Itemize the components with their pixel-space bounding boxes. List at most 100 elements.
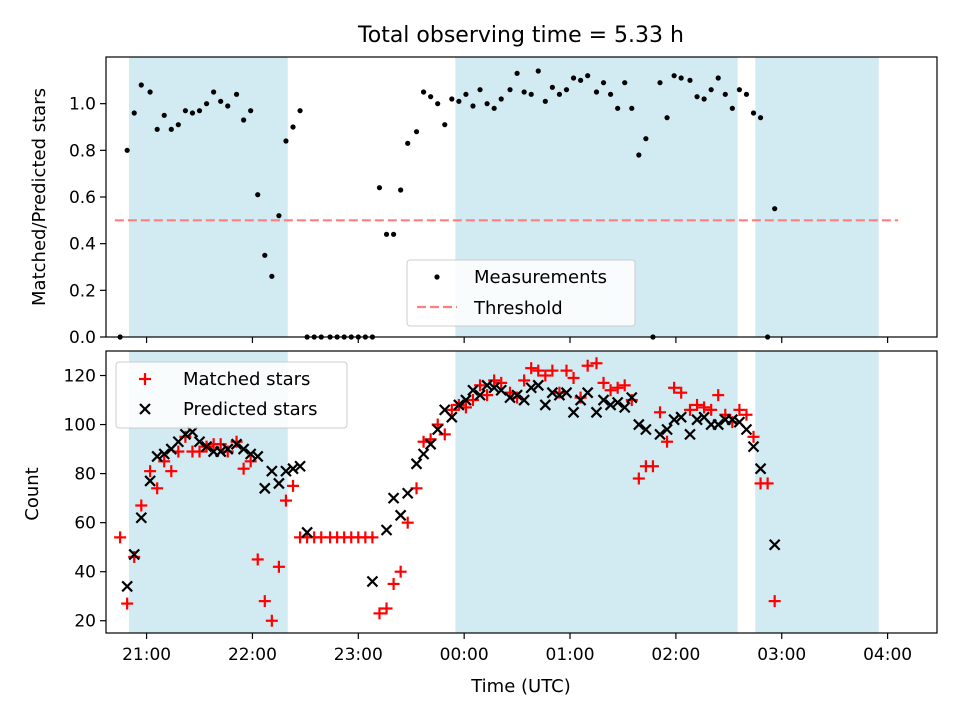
predicted-star-marker: [121, 580, 133, 593]
predicted-star-marker: [158, 448, 171, 460]
matched-star-marker: [272, 560, 285, 573]
predicted-star-marker: [128, 548, 141, 561]
legend-label-threshold: Threshold: [473, 298, 563, 319]
measurement-point: [442, 122, 448, 128]
predicted-star-marker: [251, 450, 264, 463]
predicted-star-marker: [237, 443, 250, 455]
measurement-point: [211, 89, 217, 95]
measurement-point: [218, 98, 224, 104]
predicted-star-marker: [387, 492, 400, 504]
count-y-tick-label: 20: [74, 612, 96, 632]
matched-star-marker: [683, 403, 696, 416]
predicted-star-marker: [618, 401, 631, 414]
predicted-star-marker: [244, 448, 257, 460]
measurement-point: [528, 91, 534, 97]
measurement-point: [570, 75, 577, 81]
matched-star-marker: [604, 384, 617, 397]
predicted-star-marker: [431, 423, 444, 436]
matched-star-marker: [518, 374, 531, 387]
measurement-point: [477, 87, 483, 93]
measurement-point: [549, 84, 555, 90]
matched-star-marker: [632, 472, 645, 485]
matched-star-marker: [445, 403, 458, 416]
matched-star-marker: [481, 389, 494, 402]
measurement-point: [413, 129, 420, 135]
matched-star-marker: [546, 364, 559, 377]
predicted-star-marker: [200, 440, 213, 453]
matched-star-marker: [712, 389, 725, 402]
ratio-y-tick-label: 0.4: [69, 235, 96, 255]
predicted-star-marker: [193, 435, 206, 448]
predicted-star-marker: [380, 524, 393, 536]
matched-star-marker: [380, 602, 393, 615]
predicted-star-marker: [668, 413, 680, 426]
predicted-star-marker: [525, 382, 537, 394]
x-axis-label: Time (UTC): [470, 676, 571, 697]
predicted-star-marker: [410, 458, 423, 470]
matched-star-marker: [590, 357, 603, 370]
measurement-point: [470, 103, 476, 109]
predicted-star-marker: [287, 462, 299, 475]
predicted-star-marker: [518, 394, 530, 406]
ratio-observing-window-1: [128, 57, 288, 337]
measurement-point: [556, 91, 563, 97]
measurement-point: [189, 110, 196, 116]
predicted-star-marker: [135, 511, 148, 524]
predicted-star-marker: [560, 386, 573, 399]
measurement-point: [449, 96, 455, 102]
measurement-point: [694, 94, 700, 100]
measurement-point: [498, 96, 504, 102]
measurement-point: [678, 75, 684, 81]
matched-star-marker: [532, 364, 545, 377]
predicted-star-marker: [611, 396, 624, 409]
measurement-point: [262, 252, 268, 258]
predicted-star-marker: [446, 411, 458, 423]
measurement-point: [729, 105, 735, 111]
predicted-star-marker: [511, 389, 523, 401]
matched-star-marker: [279, 494, 292, 507]
matched-star-marker: [401, 516, 414, 529]
predicted-star-marker: [747, 440, 760, 453]
measurement-point: [750, 110, 757, 116]
measurement-point: [241, 117, 247, 123]
matched-star-marker: [747, 430, 760, 443]
measurement-point: [664, 115, 670, 121]
matched-star-marker: [539, 369, 552, 382]
measurement-point: [629, 105, 635, 111]
measurement-point: [435, 101, 441, 107]
measurement-point: [283, 138, 289, 144]
predicted-star-marker: [640, 423, 652, 436]
measurement-point: [615, 105, 621, 111]
matched-star-marker: [144, 465, 157, 478]
legend-marker-predicted: [139, 403, 151, 415]
measurement-point: [722, 91, 728, 97]
measurement-point: [607, 91, 614, 97]
count-y-tick-label: 60: [74, 514, 96, 534]
measurement-point: [203, 101, 210, 107]
measurement-point: [175, 122, 181, 128]
measurement-point: [297, 108, 303, 114]
matched-star-marker: [251, 553, 264, 566]
matched-star-marker: [675, 386, 688, 399]
matched-star-marker: [661, 435, 674, 448]
measurement-point: [138, 82, 144, 88]
predicted-stars-points: [121, 379, 781, 593]
count-axes-frame: [105, 350, 938, 634]
measurement-point: [757, 115, 764, 121]
predicted-star-marker: [691, 413, 703, 426]
measurement-point: [182, 108, 188, 114]
measurement-point: [772, 206, 778, 212]
chart-title: Total observing time = 5.33 h: [357, 23, 684, 48]
measurement-point: [701, 96, 707, 102]
ratio-y-tick-label: 0.8: [69, 141, 96, 161]
matched-star-marker: [560, 364, 573, 377]
x-tick-label: 01:00: [546, 645, 595, 665]
measurement-point: [161, 112, 167, 118]
measurement-point: [276, 213, 282, 219]
measurement-point: [585, 73, 591, 79]
measurement-point: [687, 77, 693, 83]
measurement-point: [622, 80, 628, 86]
predicted-star-marker: [590, 406, 603, 419]
predicted-star-marker: [266, 465, 278, 477]
